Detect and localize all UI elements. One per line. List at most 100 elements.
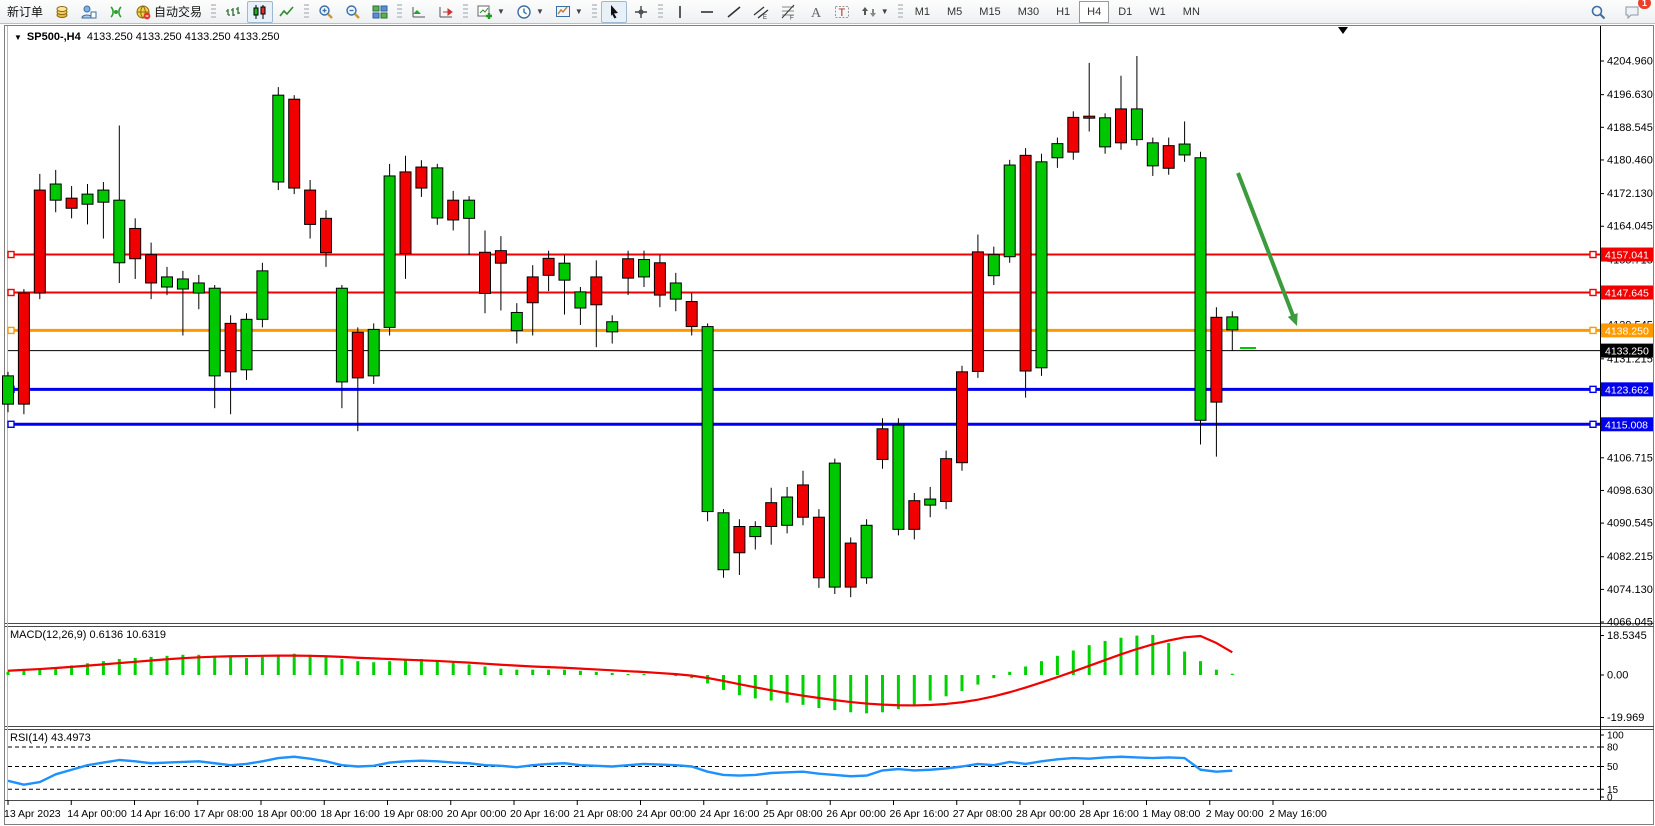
candle-bull bbox=[987, 254, 1000, 277]
toolbar-grip bbox=[897, 3, 903, 20]
zoom-in-button[interactable] bbox=[313, 1, 339, 23]
price-label-box bbox=[1601, 323, 1653, 338]
period-button[interactable]: ▼ bbox=[511, 1, 549, 23]
trendline-button[interactable] bbox=[721, 1, 747, 23]
candle-bull bbox=[1194, 157, 1207, 421]
zoom-out-button[interactable] bbox=[340, 1, 366, 23]
chart-ohlc-values: 4133.250 4133.250 4133.250 4133.250 bbox=[86, 31, 280, 43]
candle-bear bbox=[320, 217, 332, 254]
arrows-button[interactable]: ▼ bbox=[856, 1, 894, 23]
candle-bull bbox=[924, 498, 937, 506]
tile-windows-button[interactable] bbox=[367, 1, 393, 23]
chart-title: ▼ SP500-,H4 4133.250 4133.250 4133.250 41… bbox=[14, 31, 280, 43]
channel-button[interactable]: E bbox=[748, 1, 774, 23]
signal-icon bbox=[110, 5, 122, 18]
time-tick-label: 24 Apr 00:00 bbox=[637, 808, 697, 820]
line-chart-button[interactable] bbox=[274, 1, 300, 23]
timeframe-d1-button[interactable]: D1 bbox=[1118, 5, 1133, 18]
bar-chart-button[interactable] bbox=[220, 1, 246, 23]
time-tick-label: 25 Apr 08:00 bbox=[763, 808, 823, 820]
hline-handle[interactable] bbox=[1589, 326, 1597, 335]
candle-bull bbox=[638, 259, 650, 278]
toolbar-grip bbox=[463, 3, 469, 20]
macd-axis-label: 0.00 bbox=[1607, 670, 1628, 682]
price-label-text: 4157.041 bbox=[1605, 250, 1649, 262]
timeframe-m30-button[interactable]: M30 bbox=[1017, 5, 1040, 18]
candle-bear bbox=[653, 262, 666, 296]
toolbar-grip bbox=[397, 3, 403, 20]
timeframe-h1-button[interactable]: H1 bbox=[1056, 5, 1071, 18]
svg-text:A: A bbox=[811, 6, 822, 20]
hline-handle[interactable] bbox=[1589, 385, 1597, 394]
line-chart-icon bbox=[279, 5, 294, 16]
time-tick-label: 14 Apr 00:00 bbox=[67, 808, 127, 820]
new-order-button[interactable]: 新订单 bbox=[2, 1, 48, 23]
text-label-icon: T bbox=[834, 5, 849, 19]
signal-button[interactable] bbox=[103, 1, 129, 23]
fibonacci-button[interactable]: F bbox=[775, 1, 801, 23]
hline-handle[interactable] bbox=[1589, 250, 1597, 259]
hline-handle[interactable] bbox=[7, 288, 15, 297]
search-button[interactable] bbox=[1585, 1, 1611, 23]
candle-bear bbox=[1067, 116, 1080, 153]
candle-bear bbox=[733, 526, 746, 554]
candlestick-button[interactable] bbox=[247, 0, 274, 23]
autotrading-button[interactable]: 自动交易 bbox=[130, 1, 207, 23]
timeframe-h4-button[interactable]: H4 bbox=[1079, 0, 1110, 23]
candle-bull bbox=[240, 318, 253, 371]
hline-handle[interactable] bbox=[7, 250, 15, 259]
timeframe-m1-button[interactable]: M1 bbox=[914, 5, 930, 18]
candle-bear bbox=[1019, 154, 1032, 372]
level-lines: 4157.041 4147.645 4138.250 4133.250 4123.662… bbox=[7, 247, 1653, 432]
candle-bear bbox=[415, 166, 428, 189]
accounts-button[interactable] bbox=[76, 1, 102, 23]
hline-handle[interactable] bbox=[1589, 420, 1597, 428]
chart-shift-marker[interactable] bbox=[1338, 27, 1348, 34]
timeframe-m15-button[interactable]: M15 bbox=[979, 5, 1001, 18]
price-label-box bbox=[1601, 285, 1653, 300]
macd-pane: 18.5345 0.00 -19.969 bbox=[6, 630, 1647, 724]
candle-bear bbox=[145, 254, 158, 284]
hline-button[interactable] bbox=[694, 1, 720, 23]
rsi-line bbox=[7, 755, 1233, 786]
timeframe-w1-button[interactable]: W1 bbox=[1149, 5, 1166, 18]
chat-button[interactable]: 1 bbox=[1619, 0, 1651, 23]
hline-handle[interactable] bbox=[1589, 288, 1597, 297]
auto-scroll-button[interactable] bbox=[406, 1, 432, 23]
candle-bull bbox=[892, 424, 905, 530]
timeframe-m5-button[interactable]: M5 bbox=[947, 5, 963, 18]
timeframe-mn-button[interactable]: MN bbox=[1182, 5, 1200, 18]
toolbar-right-group: 1 bbox=[1585, 0, 1655, 23]
price-label-text: 4133.250 bbox=[1605, 346, 1649, 358]
candle-bear bbox=[65, 197, 78, 209]
candle-bear bbox=[288, 98, 301, 189]
template-button[interactable]: ▼ bbox=[550, 1, 588, 23]
trend-arrow-line[interactable] bbox=[1236, 172, 1296, 320]
cursor-button[interactable] bbox=[600, 0, 627, 23]
candle-bear bbox=[1083, 115, 1096, 119]
candle-bull bbox=[81, 193, 94, 205]
candle-bull bbox=[431, 167, 444, 219]
coins-button[interactable] bbox=[49, 1, 75, 23]
new-chart-button[interactable]: ▼ bbox=[472, 1, 510, 23]
text-label-button[interactable]: T bbox=[829, 1, 855, 23]
candle-bull bbox=[749, 526, 762, 538]
price-tick-label: 4074.130 bbox=[1607, 584, 1653, 596]
zoom-out-icon bbox=[346, 4, 360, 19]
text-button[interactable]: A bbox=[802, 1, 828, 23]
crosshair-button[interactable] bbox=[628, 1, 654, 23]
chart-symbol: SP500-,H4 bbox=[26, 31, 81, 43]
chart-shift-button[interactable] bbox=[433, 1, 459, 23]
time-tick-label: 27 Apr 08:00 bbox=[953, 808, 1013, 820]
candle-bull bbox=[2, 375, 14, 405]
hline-handle[interactable] bbox=[7, 420, 15, 428]
hline-handle[interactable] bbox=[7, 326, 15, 335]
trend-arrow-head[interactable] bbox=[1287, 313, 1298, 326]
vline-button[interactable] bbox=[667, 1, 693, 23]
candle-bull bbox=[1003, 164, 1016, 258]
chart-title-collapse-icon[interactable]: ▼ bbox=[14, 33, 22, 42]
rsi-axis-label: 0 bbox=[1607, 793, 1613, 804]
